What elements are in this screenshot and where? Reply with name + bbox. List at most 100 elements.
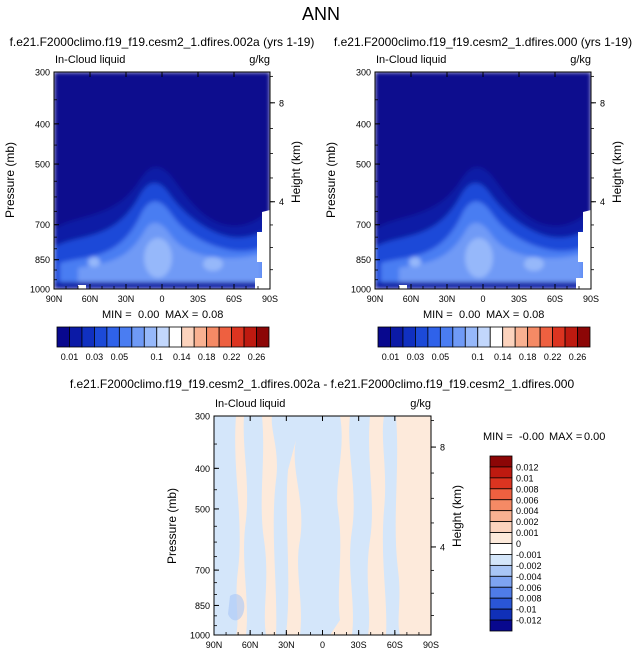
colorbar-swatch <box>564 326 578 348</box>
x-tick-label: 90S <box>423 640 439 650</box>
pressure-axis: Pressure (mb) 300 400 500 700 850 1000 <box>165 412 219 641</box>
y-tick-label: 1000 <box>351 285 371 295</box>
x-ticks: 90N 60N 30N 0 30S 60S 90S <box>206 416 439 650</box>
contour-field <box>53 71 271 290</box>
colorbar-swatch <box>489 575 513 588</box>
subtitle-units: g/kg <box>410 398 431 410</box>
colorbar-swatch <box>168 326 183 348</box>
y2-ticks: 84 <box>431 420 445 616</box>
colorbar-tick-label: 0.01 <box>382 352 400 362</box>
colorbar-swatch <box>131 326 145 348</box>
max-label: MAX = <box>486 309 519 321</box>
x-tick-label: 90S <box>262 294 278 304</box>
y-ticks: 300 400 500 700 850 1000 <box>30 68 59 295</box>
x-tick-label: 60N <box>403 294 420 304</box>
colorbar-tick-label: 0.01 <box>61 352 79 362</box>
colorbar-tick-label: -0.012 <box>516 616 542 626</box>
min-max-label: MIN = 0.00 MAX = 0.08 <box>423 309 544 321</box>
contour-field <box>374 71 592 290</box>
x-tick-label: 60S <box>226 294 242 304</box>
colorbar-swatch <box>193 326 208 348</box>
colorbar-swatch <box>181 326 195 348</box>
max-value: 0.08 <box>202 309 223 321</box>
panel-title: f.e21.F2000climo.f19_f19.cesm2_1.dfires.… <box>334 35 632 49</box>
y2-axis-label: Height (km) <box>610 141 624 203</box>
x-tick-label: 30S <box>351 640 367 650</box>
panel-top-left: f.e21.F2000climo.f19_f19.cesm2_1.dfires.… <box>3 35 314 362</box>
colorbar-horizontal: 0.01 0.03 0.05 0.1 0.14 0.18 0.22 0.26 <box>56 326 270 362</box>
min-value: 0.00 <box>459 309 480 321</box>
y-tick-label: 1000 <box>190 631 210 641</box>
subtitle-variable: In-Cloud liquid <box>215 398 285 410</box>
colorbar-tick-label: 0.1 <box>151 352 164 362</box>
min-label: MIN = <box>102 309 132 321</box>
panel-difference: f.e21.F2000climo.f19_f19.cesm2_1.dfires.… <box>70 377 606 650</box>
min-max-label: MIN = -0.00 MAX = 0.00 <box>483 431 605 443</box>
colorbar-tick-label: 0.18 <box>198 352 216 362</box>
colorbar-tick-label: 0.05 <box>432 352 450 362</box>
x-tick-label: 90N <box>367 294 384 304</box>
colorbar-swatch <box>514 326 529 348</box>
max-label: MAX = <box>549 431 582 443</box>
colorbar-tick-label: 0.14 <box>173 352 191 362</box>
max-value: 0.00 <box>584 431 605 443</box>
colorbar-horizontal: 0.01 0.03 0.05 0.1 0.14 0.18 0.22 0.26 <box>377 326 591 362</box>
y-axis-label: Pressure (mb) <box>3 142 17 218</box>
min-max-label: MIN = 0.00 MAX = 0.08 <box>102 309 223 321</box>
y-tick-label: 400 <box>356 119 371 129</box>
colorbar-tick-label: 0.004 <box>516 506 539 516</box>
y-tick-label: 300 <box>195 412 210 422</box>
colorbar-swatch <box>390 326 404 348</box>
y-tick-label: 850 <box>195 601 210 611</box>
colorbar-swatch <box>56 326 70 348</box>
panel-title: f.e21.F2000climo.f19_f19.cesm2_1.dfires.… <box>70 377 575 391</box>
colorbar-swatch <box>489 466 513 479</box>
x-tick-label: 60S <box>547 294 563 304</box>
y-tick-label: 850 <box>35 255 50 265</box>
y-axis-label: Pressure (mb) <box>324 142 338 218</box>
x-tick-label: 30N <box>118 294 135 304</box>
y-tick-label: 500 <box>195 504 210 514</box>
subtitle-variable: In-Cloud liquid <box>55 54 125 66</box>
y-tick-label: 700 <box>195 566 210 576</box>
panel-title: f.e21.F2000climo.f19_f19.cesm2_1.dfires.… <box>10 35 315 49</box>
colorbar-swatch <box>452 326 466 348</box>
colorbar-swatch <box>94 326 108 348</box>
height-axis: Height (km) 84 <box>431 420 464 616</box>
y-ticks: 300 400 500 700 850 1000 <box>351 68 380 295</box>
colorbar-tick-label: -0.001 <box>516 550 542 560</box>
x-tick-label: 0 <box>159 294 164 304</box>
y-tick-label: 300 <box>356 68 371 78</box>
height-axis: Height (km) 84 <box>270 75 303 271</box>
figure-title: ANN <box>302 4 340 24</box>
colorbar-swatch <box>106 326 120 348</box>
colorbar-swatch <box>415 326 429 348</box>
y-tick-label: 700 <box>356 220 371 230</box>
colorbar-swatch <box>489 532 513 544</box>
height-axis: Height (km) 84 <box>591 75 624 271</box>
y2-tick-label: 8 <box>440 443 445 453</box>
colorbar-swatch <box>377 326 391 348</box>
x-tick-label: 30S <box>511 294 527 304</box>
colorbar-vertical: 0.0120.010.0080.0060.0040.0020.0010-0.00… <box>489 455 542 632</box>
colorbar-swatch <box>427 326 441 348</box>
y2-ticks: 84 <box>270 75 284 271</box>
colorbar-tick-label: 0.01 <box>516 473 534 483</box>
y-tick-label: 400 <box>195 464 210 474</box>
y2-axis-label: Height (km) <box>450 485 464 547</box>
colorbar-tick-label: 0.26 <box>569 352 587 362</box>
y2-tick-label: 8 <box>600 98 605 108</box>
x-tick-label: 90N <box>46 294 63 304</box>
min-value: 0.00 <box>138 309 159 321</box>
y2-tick-label: 4 <box>279 197 284 207</box>
colorbar-swatch <box>489 619 513 632</box>
colorbar-tick-label: 0 <box>516 539 521 549</box>
colorbar-swatch <box>502 326 516 348</box>
colorbar-swatch <box>552 326 566 348</box>
colorbar-tick-label: 0.22 <box>223 352 241 362</box>
colorbar-swatch <box>489 477 513 490</box>
colorbar-tick-label: 0.14 <box>494 352 512 362</box>
colorbar-swatch <box>81 326 95 348</box>
colorbar-tick-label: 0.18 <box>519 352 537 362</box>
